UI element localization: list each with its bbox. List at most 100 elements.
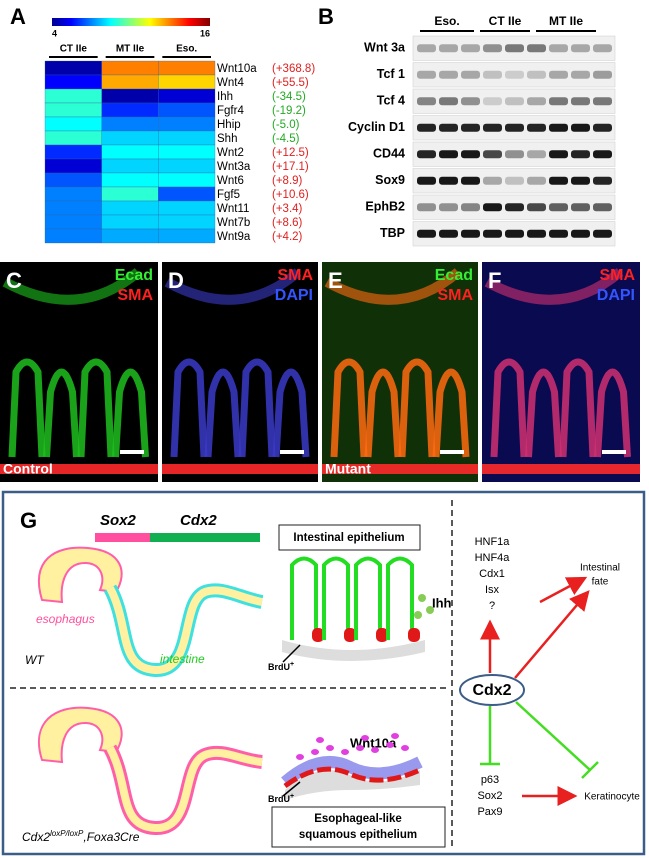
- gene-label: Wnt11: [217, 203, 249, 215]
- gene-label: Hhip: [217, 119, 241, 131]
- expression-bar: [150, 533, 260, 542]
- blot-band: [483, 176, 502, 185]
- blot-band: [417, 70, 436, 79]
- villus: [322, 556, 350, 640]
- protein-label: Sox9: [375, 173, 405, 187]
- blot-band: [461, 176, 480, 185]
- target-label: HNF4a: [475, 552, 511, 564]
- outcome-label: fate: [592, 577, 609, 588]
- ligand: [316, 737, 324, 743]
- target-label: Isx: [485, 584, 500, 596]
- gene-label: Ihh: [432, 595, 452, 610]
- stain-label: Ecad: [435, 267, 473, 284]
- stain-label: SMA: [117, 287, 153, 304]
- tissue: [170, 358, 208, 458]
- blot-band: [505, 70, 524, 79]
- panel-frame: [1, 490, 646, 856]
- genotype-label: Cdx2loxP/loxP,Foxa3Cre: [22, 829, 140, 845]
- blot-band: [549, 229, 568, 238]
- gene-label: Ihh: [217, 91, 233, 103]
- target-label: p63: [481, 774, 499, 786]
- blot-band: [439, 229, 458, 238]
- fold-change: (-19.2): [272, 105, 306, 117]
- heat-cell: [101, 102, 159, 118]
- tissue: [324, 268, 462, 305]
- crypt: [376, 628, 388, 642]
- ligand: [371, 747, 379, 753]
- stain-label: SMA: [437, 287, 473, 304]
- blot-band: [483, 150, 502, 159]
- fold-change: (+3.4): [272, 203, 303, 215]
- heat-cell: [158, 214, 216, 230]
- organ-label: esophagus: [36, 612, 95, 626]
- fold-change: (+12.5): [272, 147, 309, 159]
- heat-cell: [44, 186, 102, 202]
- fold-change: (-34.5): [272, 91, 306, 103]
- basal-layer: [283, 766, 422, 789]
- blot-band: [483, 44, 502, 53]
- fold-change: (+17.1): [272, 161, 309, 173]
- blot-band: [461, 150, 480, 159]
- fold-change: (+10.6): [272, 189, 309, 201]
- gene-label: Wnt2: [217, 147, 244, 159]
- heat-cell: [44, 214, 102, 230]
- gene-label: Fgf5: [217, 189, 240, 201]
- ligand: [356, 745, 364, 751]
- blot-band: [527, 229, 546, 238]
- epithelium: [281, 756, 423, 787]
- tissue: [112, 368, 149, 458]
- intestine-drawing: [106, 746, 263, 833]
- blot-band: [549, 203, 568, 212]
- cdx2-node: [459, 674, 525, 706]
- heat-cell: [101, 214, 159, 230]
- base: [282, 640, 425, 661]
- pointer: [282, 781, 301, 797]
- box-label: Esophageal-like: [314, 813, 402, 825]
- gene-label: Wnt7b: [217, 217, 250, 229]
- heat-cell: [158, 228, 216, 244]
- heat-cell: [101, 116, 159, 132]
- heat-cell: [101, 228, 159, 244]
- ligand: [414, 611, 422, 619]
- group-label: MT IIe: [116, 44, 145, 55]
- gene-label: Fgfr4: [217, 105, 244, 117]
- tissue: [43, 368, 80, 458]
- organ-label: intestine: [160, 652, 205, 666]
- protein-label: Cyclin D1: [348, 120, 405, 134]
- fold-change: (+4.2): [272, 231, 303, 243]
- blot-band: [417, 229, 436, 238]
- villus: [354, 556, 382, 640]
- crypt: [344, 628, 356, 642]
- blot-band: [505, 203, 524, 212]
- blot-band: [549, 150, 568, 159]
- group-label: CT IIe: [489, 14, 522, 28]
- panel-label: A: [10, 4, 26, 29]
- tissue: [238, 358, 276, 458]
- tissue: [164, 268, 302, 305]
- tissue: [484, 268, 624, 305]
- fold-change: (-5.0): [272, 119, 300, 131]
- ligand: [361, 735, 369, 741]
- target-label: Cdx1: [479, 568, 505, 580]
- blot-band: [461, 44, 480, 53]
- node-label: Cdx2: [472, 682, 511, 699]
- tissue: [432, 368, 470, 458]
- blot-band: [593, 150, 612, 159]
- blot-band: [461, 229, 480, 238]
- heat-cell: [101, 186, 159, 202]
- tissue: [272, 368, 310, 458]
- blot-band: [505, 150, 524, 159]
- inhibition-arrow: [515, 701, 591, 771]
- ligand: [401, 745, 409, 751]
- blot-band: [593, 123, 612, 132]
- outcome-label: Keratinocyte: [584, 792, 640, 803]
- stain-label: DAPI: [275, 287, 313, 304]
- genotype-label: WT: [25, 653, 45, 667]
- label-box: [278, 524, 421, 551]
- tissue: [204, 368, 242, 458]
- blot-band: [439, 70, 458, 79]
- tissue: [559, 358, 597, 458]
- muscle-layer: [162, 464, 318, 474]
- blot-band: [527, 44, 546, 53]
